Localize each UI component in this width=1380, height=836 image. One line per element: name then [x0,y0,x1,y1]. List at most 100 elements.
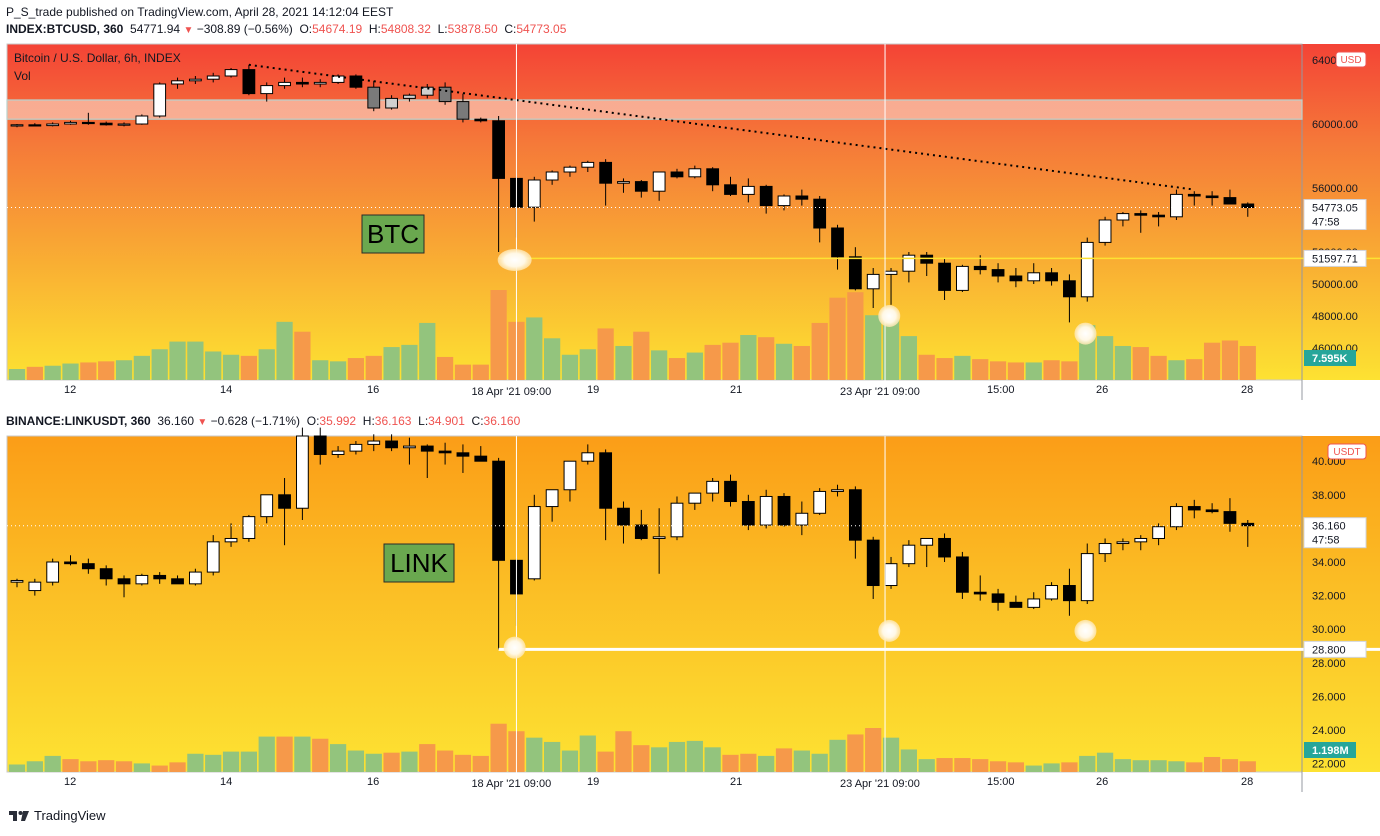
volume-bar [847,292,864,380]
candle [955,265,969,291]
candle [420,86,434,96]
candle [296,435,309,509]
price-tick-label: 32.000 [1312,591,1346,603]
candle [617,181,630,184]
candle [902,254,916,272]
volume-bar [865,728,882,772]
low-marker [1074,619,1097,642]
candle [1080,241,1094,298]
candle [99,122,113,126]
candle [688,492,702,504]
candle [991,593,1005,603]
volume-bar [793,750,810,772]
candle [117,578,131,585]
time-tick-label: 28 [1241,776,1253,788]
volume-bar [276,736,293,772]
candle [1170,193,1183,218]
volume-bar [419,322,436,380]
candle [1241,203,1255,209]
candle [973,265,987,271]
volume-bar [597,751,614,772]
volume-bar [1114,759,1132,772]
low-marker [878,305,901,327]
volume-bar [1114,345,1132,380]
candle [759,495,773,526]
candle [563,166,577,173]
chart-canvas[interactable]: 64000.0060000.0056000.0052000.0050000.00… [0,0,1380,808]
candle [777,195,791,207]
candle [1205,509,1219,513]
chart-title: Bitcoin / U.S. Dollar, 6h, INDEX [14,51,181,65]
currency-tag [1327,443,1367,460]
volume-bar [686,740,703,772]
volume-bar [80,761,97,772]
candle [1134,213,1148,216]
footer: TradingView [8,808,106,823]
volume-bar [1239,761,1256,772]
candle [652,536,666,539]
cursor-time-box [465,382,576,402]
volume-bar [294,736,311,772]
candle [10,124,24,127]
volume-bar [312,360,329,380]
link-pane[interactable]: 40.00038.00036.00034.00032.00030.00028.0… [6,427,1380,794]
volume-bar [26,366,43,380]
volume-bar [383,347,400,380]
price-tick-label: 22.000 [1312,759,1346,771]
support-price-label: 51597.71 [1312,253,1358,265]
volume-bar [847,734,864,772]
time-tick-label: 15:00 [987,776,1015,788]
volume-bar [454,754,472,772]
low-marker [878,619,901,642]
price-tick-label: 28.000 [1312,658,1346,670]
volume-bar [151,765,168,772]
candle [99,568,113,580]
candle [242,516,256,539]
candle [135,574,149,585]
candle [1009,601,1023,608]
volume-bar [8,764,26,772]
volume-bar [775,748,793,772]
time-tick-label: 12 [64,384,76,396]
price-axis-background [1302,436,1380,772]
current-price-tag [1303,199,1367,231]
candle [706,480,720,494]
current-price-tag [1303,517,1367,549]
candle [171,578,184,585]
volume-bar [954,355,971,380]
volume-bar [472,364,489,380]
volume-bar [80,362,97,380]
volume-bar [258,736,275,772]
price-tick-label: 48000.00 [1312,311,1358,323]
candle [260,85,274,95]
cursor-time-label: 18 Apr '21 09:00 [471,386,551,398]
candle [902,544,916,565]
candle [313,81,327,85]
currency-tag [1335,51,1367,68]
publisher-line: P_S_trade published on TradingView.com, … [6,5,394,19]
volume-bar [1096,336,1114,380]
candle [920,537,934,546]
candle [813,490,827,514]
volume-bar [1061,361,1078,380]
candle [224,537,238,543]
time-tick-label: 21 [730,384,742,396]
candle [456,101,470,120]
volume-bar [972,759,989,772]
volume-bar [365,355,382,380]
volume-bar [989,761,1007,772]
candle [188,78,202,82]
volume-bar [115,360,133,380]
volume-tag [1304,350,1356,366]
volume-bar [1007,362,1025,380]
candle [813,198,827,229]
volume-bar [1203,756,1221,772]
volume-bar [561,354,579,380]
volume-bar [1132,347,1149,380]
volume-bar [401,751,418,772]
btc-pane[interactable]: 64000.0060000.0056000.0052000.0050000.00… [6,43,1380,402]
candle [741,501,755,526]
volume-bar [526,317,543,380]
volume-bar [62,363,79,380]
candle [1170,506,1183,528]
